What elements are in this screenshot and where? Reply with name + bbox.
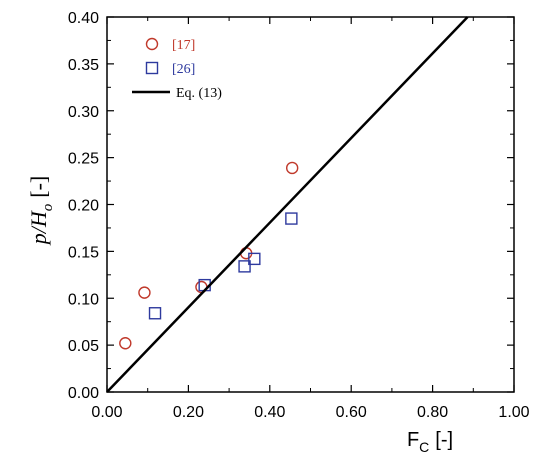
x-tick-label: 0.20: [173, 404, 204, 421]
x-tick-label: 0.80: [417, 404, 448, 421]
plot-axes: [106, 16, 515, 393]
data-marks: [106, 16, 469, 393]
legend-marker-circle: [145, 37, 159, 51]
legend-label: Eq. (13): [176, 86, 222, 101]
fit-line: [106, 16, 469, 393]
y-tick-label: 0.00: [68, 385, 99, 402]
y-tick-label: 0.10: [68, 291, 99, 308]
x-axis-ticks: 0.00 0.20 0.40 0.60 0.80 1.00: [91, 17, 530, 421]
legend-label: [26]: [172, 62, 195, 77]
y-tick-label: 0.05: [68, 338, 99, 355]
x-tick-label: 0.00: [91, 404, 122, 421]
x-axis-label: FC [-]: [407, 429, 453, 455]
data-point-circle: [119, 337, 132, 350]
x-tick-label: 0.60: [336, 404, 367, 421]
legend-label: [17]: [172, 38, 195, 53]
y-axis-ticks: 0.00 0.05 0.10 0.15 0.20 0.25 0.30 0.35 0.40: [68, 10, 514, 402]
data-point-square: [248, 252, 261, 266]
plot-frame: [106, 16, 515, 393]
y-tick-label: 0.40: [68, 10, 99, 27]
y-axis-label: p/Ho[-]: [26, 176, 56, 246]
data-point-square: [285, 212, 298, 225]
data-point-square: [148, 307, 162, 320]
legend-marker-square: [145, 61, 159, 75]
y-tick-label: 0.35: [68, 57, 99, 74]
y-tick-label: 0.20: [68, 198, 99, 215]
data-point-square: [238, 260, 251, 273]
x-tick-label: 0.40: [254, 404, 285, 421]
y-tick-label: 0.25: [68, 151, 99, 168]
x-tick-label: 1.00: [498, 404, 529, 421]
legend: [17] [26] Eq. (13): [132, 37, 222, 101]
data-point-circle: [285, 161, 299, 175]
data-point-circle: [138, 286, 151, 299]
y-tick-label: 0.15: [68, 244, 99, 261]
y-tick-label: 0.30: [68, 104, 99, 121]
